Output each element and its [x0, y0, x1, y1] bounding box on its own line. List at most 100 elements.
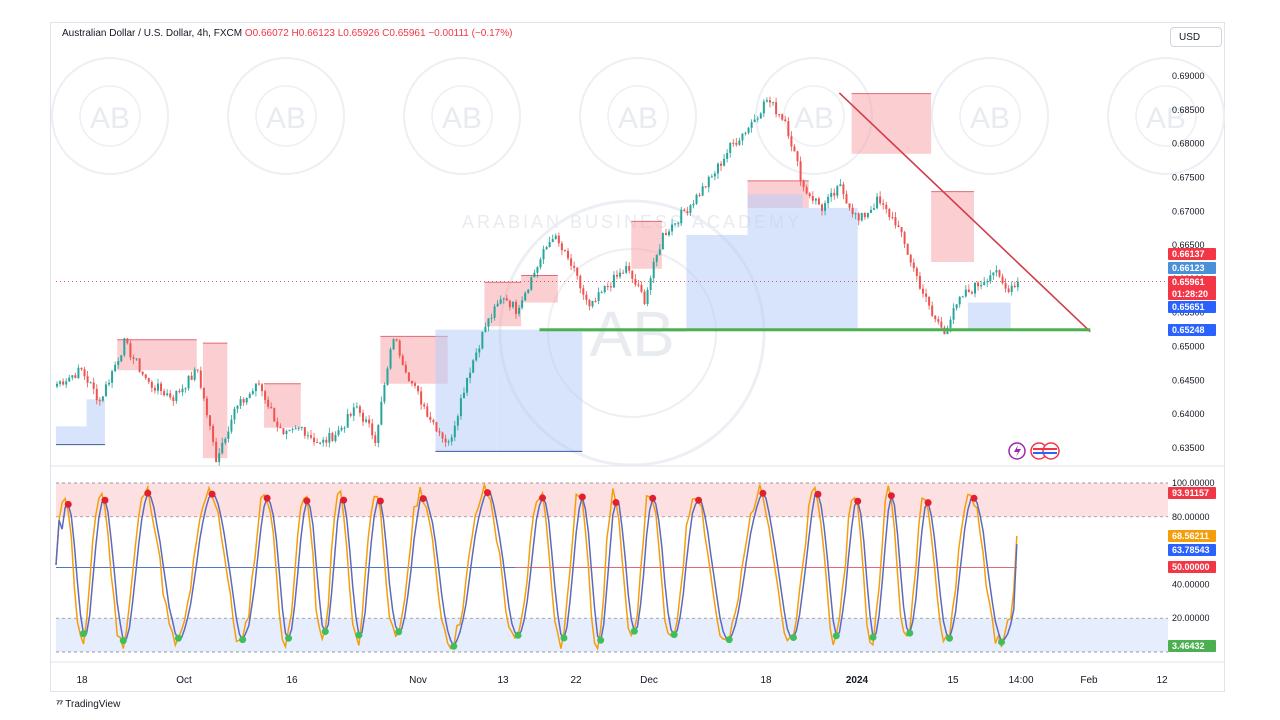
overbought-signal-dot: [263, 494, 271, 502]
candle-body: [459, 398, 462, 417]
candle-body: [903, 232, 906, 244]
candle-body: [187, 375, 190, 389]
candle-body: [952, 308, 955, 320]
candle-body: [56, 383, 58, 387]
candle-body: [374, 435, 377, 444]
candle-body: [257, 383, 260, 385]
symbol-title[interactable]: Australian Dollar / U.S. Dollar, 4h, FXC…: [62, 28, 243, 39]
oversold-signal-dot: [906, 629, 914, 637]
candle-body: [698, 194, 701, 196]
time-tick-label: 12: [1156, 675, 1168, 686]
overbought-signal-dot: [924, 499, 932, 507]
candle-body: [358, 406, 361, 413]
oversold-signal-dot: [119, 637, 127, 645]
candle-body: [86, 376, 89, 383]
candle-body: [533, 272, 536, 278]
overbought-signal-dot: [376, 497, 384, 505]
candle-body: [453, 425, 456, 438]
candle-body: [212, 426, 215, 442]
candle-body: [827, 196, 830, 204]
candle-body: [998, 270, 1001, 277]
candle-body: [695, 194, 698, 204]
candle-body: [557, 235, 560, 244]
price-tick-label: 0.66500: [1172, 240, 1205, 250]
candle-body: [362, 412, 364, 422]
candle-body: [288, 429, 291, 432]
candle-body: [759, 113, 762, 119]
price-axis-label-bg: [1168, 301, 1216, 313]
candle-body: [215, 441, 218, 463]
candle-body: [857, 213, 860, 221]
candle-body: [218, 453, 221, 463]
candle-body: [242, 399, 245, 403]
overbought-signal-dot: [483, 489, 491, 497]
overbought-signal-dot: [64, 500, 72, 508]
symbol-header: Australian Dollar / U.S. Dollar, 4h, FXC…: [62, 28, 512, 39]
candle-body: [199, 370, 202, 388]
watermark-seal-inner: [431, 85, 493, 147]
candle-body: [634, 278, 637, 285]
candle-body: [438, 431, 441, 433]
candle-body: [836, 186, 839, 196]
candle-body: [683, 209, 686, 212]
candle-body: [909, 254, 912, 263]
candle-body: [426, 406, 429, 417]
candle-body: [417, 385, 420, 392]
candle-body: [432, 419, 435, 423]
candle-body: [723, 158, 726, 166]
candle-body: [726, 152, 729, 159]
supply-zone: [931, 191, 974, 262]
supply-zone: [264, 383, 301, 428]
candle-body: [120, 355, 123, 362]
us-flag-icon[interactable]: [1042, 442, 1060, 460]
tradingview-brand[interactable]: ⁷⁷ TradingView: [56, 699, 120, 710]
stoch-axis-label: 50.00000: [1172, 562, 1210, 572]
candle-body: [833, 192, 836, 196]
candle-body: [313, 437, 316, 443]
candle-body: [652, 261, 655, 279]
candle-body: [967, 289, 970, 292]
candle-body: [986, 281, 989, 283]
candle-body: [839, 184, 842, 187]
candle-body: [548, 241, 551, 248]
time-tick-label: 18: [760, 675, 772, 686]
candle-body: [554, 235, 557, 240]
candle-body: [781, 114, 784, 120]
time-tick-label: 16: [286, 675, 298, 686]
candle-body: [637, 284, 640, 286]
time-tick-label: Nov: [409, 675, 427, 686]
candle-body: [395, 339, 398, 341]
candle-body: [343, 427, 346, 429]
candle-body: [716, 163, 719, 174]
time-tick-label: 18: [76, 675, 88, 686]
candle-body: [664, 233, 667, 236]
supply-zone: [117, 339, 197, 371]
currency-button[interactable]: USD: [1170, 27, 1222, 47]
candle-body: [337, 430, 340, 435]
candle-body: [481, 331, 484, 349]
candle-body: [796, 151, 799, 162]
candle-body: [276, 421, 279, 427]
price-axis-label: 01:28:20: [1172, 289, 1208, 299]
watermark-seal: [51, 57, 169, 175]
candle-body: [349, 413, 352, 416]
candle-body: [805, 187, 808, 194]
candle-body: [744, 132, 747, 134]
watermark-seal: [227, 57, 345, 175]
candle-body: [1013, 285, 1016, 288]
candle-body: [398, 340, 401, 356]
price-axis-label-bg: [1168, 324, 1216, 336]
icons-layer: [1008, 442, 1060, 460]
candle-body: [668, 231, 670, 236]
candle-body: [209, 415, 211, 427]
price-axis-label-bg: [1168, 276, 1216, 300]
watermark-seal: [1107, 57, 1225, 175]
stoch-axis-label-bg: [1168, 544, 1216, 556]
candle-body: [980, 285, 983, 287]
candle-body: [747, 127, 750, 133]
candle-body: [74, 375, 77, 379]
candle-body: [851, 207, 854, 215]
candle-body: [65, 381, 68, 385]
candle-body: [570, 258, 573, 266]
